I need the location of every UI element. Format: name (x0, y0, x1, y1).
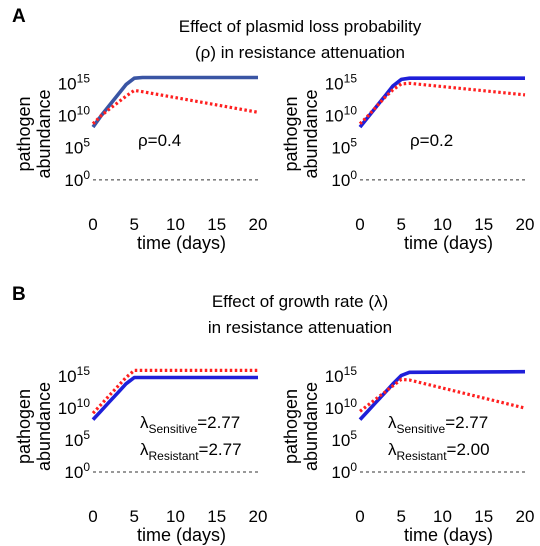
x-tick-label: 20 (516, 215, 535, 234)
y-tick-label: 105 (331, 136, 357, 158)
y-tick-label: 100 (331, 168, 357, 190)
x-tick-label: 15 (207, 507, 226, 526)
x-tick-label: 20 (516, 507, 535, 526)
y-tick-label: 1015 (58, 364, 91, 386)
y-tick-label: 100 (64, 168, 90, 190)
y-tick-label: 1010 (325, 396, 358, 418)
y-tick-label: 1010 (325, 103, 358, 125)
sensitive-series-line (93, 78, 258, 128)
parameter-annotation: λSensitive=2.77 (140, 413, 240, 436)
y-axis-label: pathogenabundance (14, 89, 54, 178)
x-tick-label: 5 (397, 215, 406, 234)
x-tick-label: 15 (474, 215, 493, 234)
x-tick-label: 0 (88, 215, 97, 234)
parameter-annotation: λSensitive=2.77 (388, 413, 488, 436)
parameter-annotation: ρ=0.4 (138, 131, 181, 150)
x-tick-label: 10 (433, 215, 452, 234)
y-tick-label: 1015 (58, 71, 91, 93)
x-tick-label: 0 (355, 507, 364, 526)
parameter-annotation: λResistant=2.00 (388, 440, 490, 463)
resistant-series-line (360, 83, 525, 124)
y-tick-label: 105 (331, 428, 357, 450)
x-tick-label: 10 (433, 507, 452, 526)
x-tick-label: 0 (88, 507, 97, 526)
x-tick-label: 5 (397, 507, 406, 526)
x-axis-label: time (days) (404, 525, 493, 545)
y-tick-label: 1010 (58, 396, 91, 418)
y-tick-label: 1010 (58, 103, 91, 125)
y-tick-label: 1015 (325, 364, 358, 386)
x-tick-label: 15 (207, 215, 226, 234)
x-tick-label: 10 (166, 215, 185, 234)
y-tick-label: 100 (64, 460, 90, 482)
x-tick-label: 20 (249, 507, 268, 526)
x-tick-label: 0 (355, 215, 364, 234)
x-axis-label: time (days) (137, 233, 226, 253)
y-axis-label: pathogenabundance (281, 89, 321, 178)
parameter-annotation: ρ=0.2 (410, 131, 453, 150)
x-tick-label: 5 (130, 507, 139, 526)
y-tick-label: 1015 (325, 71, 358, 93)
x-tick-label: 20 (249, 215, 268, 234)
sensitive-series-line (360, 78, 525, 127)
y-axis-label: pathogenabundance (14, 382, 54, 471)
x-tick-label: 10 (166, 507, 185, 526)
x-axis-label: time (days) (404, 233, 493, 253)
x-tick-label: 5 (130, 215, 139, 234)
y-tick-label: 100 (331, 460, 357, 482)
y-tick-label: 105 (64, 428, 90, 450)
x-tick-label: 15 (474, 507, 493, 526)
y-axis-label: pathogenabundance (281, 382, 321, 471)
parameter-annotation: λResistant=2.77 (140, 440, 242, 463)
x-axis-label: time (days) (137, 525, 226, 545)
y-tick-label: 105 (64, 136, 90, 158)
sensitive-series-line (360, 372, 525, 420)
